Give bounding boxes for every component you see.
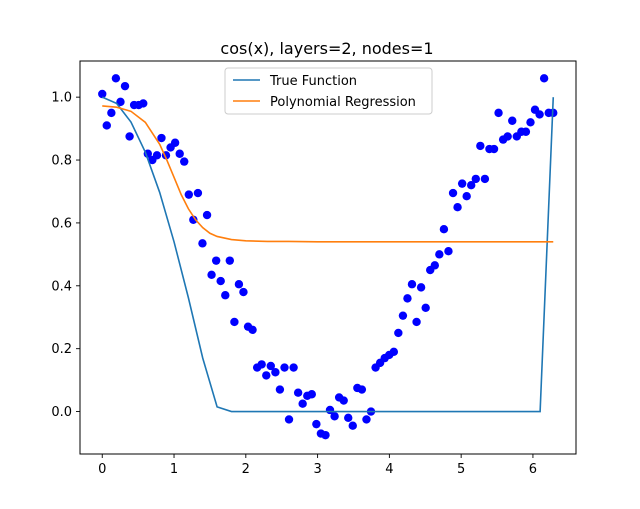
data-point (471, 174, 480, 184)
data-point (339, 396, 348, 405)
data-point (298, 399, 307, 408)
data-point (412, 317, 421, 327)
data-point (239, 287, 248, 297)
data-point (357, 385, 367, 394)
data-point (266, 361, 275, 371)
data-point (535, 110, 544, 119)
data-point (293, 388, 303, 397)
data-point (362, 415, 371, 424)
data-point (280, 363, 289, 372)
data-point (348, 421, 357, 430)
data-point (125, 132, 134, 141)
data-point (430, 261, 440, 270)
data-point (98, 89, 107, 99)
data-point (257, 360, 266, 369)
data-point (344, 413, 353, 423)
data-point (170, 138, 180, 147)
data-point (489, 144, 499, 154)
data-point (207, 270, 216, 279)
x-tick-label: 0 (98, 462, 106, 477)
data-point (444, 247, 453, 256)
legend-true-function-label: True Function (269, 74, 357, 89)
data-point (508, 116, 517, 125)
data-point (225, 256, 234, 265)
data-point (448, 188, 458, 198)
data-point (139, 99, 148, 108)
data-point (407, 280, 417, 289)
data-point (152, 151, 162, 160)
y-tick-label: 0.4 (51, 279, 72, 294)
data-point (312, 419, 321, 429)
data-point (503, 132, 512, 141)
data-point (526, 118, 535, 127)
data-point (157, 133, 166, 143)
data-point (180, 157, 189, 166)
data-point (321, 430, 330, 440)
legend-box (224, 67, 433, 115)
data-point (307, 390, 316, 399)
y-tick-label: 0.0 (51, 405, 72, 420)
axis-ticks: 0 1 2 3 4 5 6 0.0 0.2 0.4 0.6 0.8 1.0 (51, 91, 537, 477)
data-point (248, 325, 257, 335)
data-point (193, 188, 203, 198)
x-tick-label: 3 (313, 462, 321, 477)
data-point (439, 225, 449, 234)
data-point (389, 347, 399, 357)
data-point (262, 371, 271, 380)
data-point (275, 385, 285, 394)
series-line-true-function (101, 96, 555, 413)
legend-polynomial-regression-label: Polynomial Regression (270, 95, 416, 110)
data-point (271, 368, 280, 377)
x-tick-label: 1 (170, 462, 178, 477)
data-point (462, 191, 471, 201)
data-point (435, 250, 444, 259)
data-point (403, 294, 412, 303)
data-point (102, 121, 111, 130)
data-point (198, 239, 207, 248)
data-point (184, 190, 194, 199)
data-point (221, 291, 230, 300)
data-point (416, 283, 426, 292)
data-point (111, 74, 121, 83)
data-point (175, 149, 184, 158)
data-point (480, 174, 490, 184)
x-tick-label: 2 (242, 462, 250, 477)
data-point (521, 127, 531, 136)
data-point (398, 311, 408, 320)
data-point (189, 215, 198, 224)
data-point (453, 203, 462, 212)
y-tick-label: 1.0 (51, 91, 72, 106)
y-tick-label: 0.8 (51, 154, 72, 169)
axes-frame (79, 60, 577, 455)
data-point (216, 276, 225, 286)
plot-area (98, 74, 558, 440)
data-point (539, 74, 549, 83)
x-tick-label: 5 (457, 462, 465, 477)
data-point (494, 108, 503, 118)
data-point (120, 81, 130, 91)
data-point (211, 256, 221, 265)
data-point (330, 412, 339, 421)
data-point (234, 280, 244, 289)
data-point (116, 97, 125, 107)
y-tick-label: 0.6 (51, 216, 72, 231)
data-point (284, 415, 294, 424)
legend: True Function Polynomial Regression (224, 67, 433, 115)
data-point (476, 141, 485, 151)
x-tick-label: 6 (529, 462, 537, 477)
chart-title: cos(x), layers=2, nodes=1 (220, 39, 433, 58)
data-point (202, 210, 212, 220)
data-point (394, 328, 403, 338)
data-point (289, 363, 298, 372)
data-point (421, 303, 430, 312)
data-point (467, 180, 476, 190)
x-tick-label: 4 (385, 462, 393, 477)
data-point (230, 317, 239, 327)
y-tick-label: 0.2 (51, 342, 72, 357)
series-line-polynomial-regression (102, 105, 554, 243)
data-point (107, 108, 116, 118)
data-point (457, 179, 467, 188)
